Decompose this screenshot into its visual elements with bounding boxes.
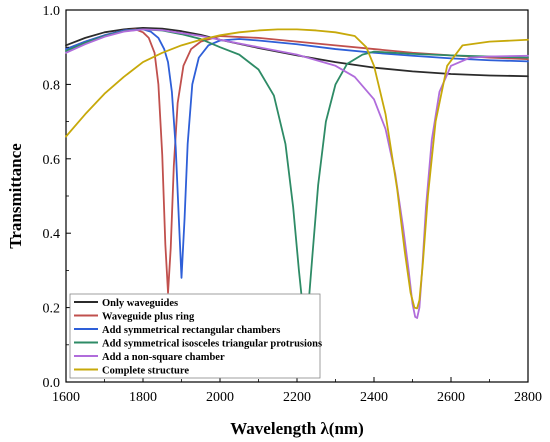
x-tick-label: 2400 bbox=[360, 390, 388, 405]
legend-label: Complete structure bbox=[102, 366, 189, 377]
legend-label: Only waveguides bbox=[102, 298, 178, 309]
legend: Only waveguides Waveguide plus ring Add sy… bbox=[69, 293, 322, 379]
y-tick-label: 0.6 bbox=[43, 153, 61, 168]
y-tick-label: 0.0 bbox=[43, 376, 61, 391]
y-tick-label: 0.2 bbox=[43, 302, 61, 317]
legend-label: Add symmetrical rectangular chambers bbox=[102, 325, 280, 336]
y-tick-label: 0.4 bbox=[43, 227, 61, 242]
legend-label: Add symmetrical isosceles triangular pro… bbox=[102, 339, 322, 350]
y-axis: 0.0 0.2 0.4 0.6 0.8 1.0 bbox=[43, 4, 71, 391]
x-tick-label: 2200 bbox=[283, 390, 311, 405]
x-tick-label: 1800 bbox=[129, 390, 157, 405]
x-tick-label: 2000 bbox=[206, 390, 234, 405]
x-tick-label: 1600 bbox=[52, 390, 80, 405]
series-line-5 bbox=[65, 28, 529, 319]
series-layer bbox=[65, 26, 529, 321]
y-axis-title: Transmittance bbox=[6, 143, 25, 249]
x-axis-title: Wavelength λ(nm) bbox=[230, 419, 364, 438]
x-tick-label: 2600 bbox=[437, 390, 465, 405]
legend-label: Add a non-square chamber bbox=[102, 352, 225, 363]
x-axis: 1600 1800 2000 2200 2400 2600 2800 bbox=[52, 377, 542, 405]
x-tick-label: 2800 bbox=[514, 390, 542, 405]
legend-box bbox=[69, 293, 321, 379]
y-tick-label: 0.8 bbox=[43, 78, 61, 93]
legend-label: Waveguide plus ring bbox=[102, 312, 195, 323]
y-tick-label: 1.0 bbox=[43, 4, 61, 19]
series-line-6 bbox=[65, 28, 529, 310]
